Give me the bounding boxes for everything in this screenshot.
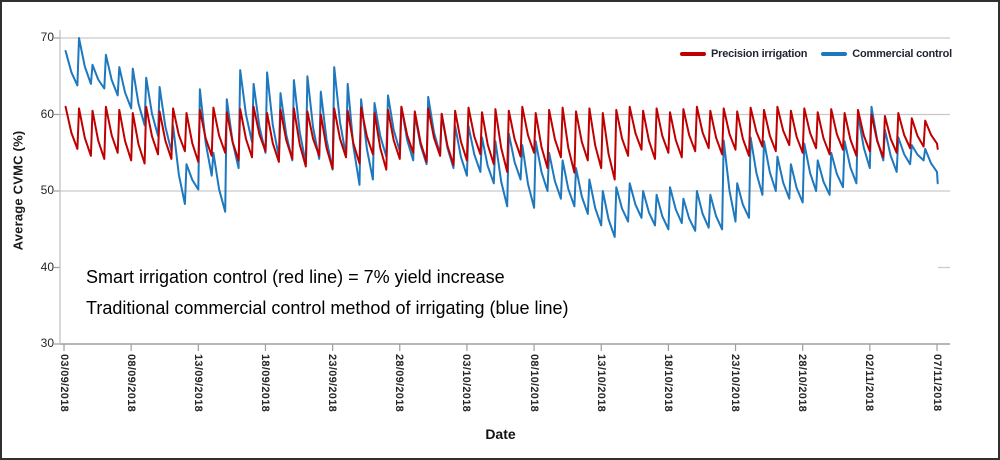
x-tick-label: 23/10/2018 xyxy=(729,354,742,413)
x-tick-label: 08/09/2018 xyxy=(124,354,137,413)
legend: Precision irrigation Commercial control xyxy=(680,48,952,60)
series-line-commercial xyxy=(64,37,939,238)
x-axis-title: Date xyxy=(485,426,516,442)
x-tick-label: 18/09/2018 xyxy=(258,354,271,413)
annotation-line-2: Traditional commercial control method of… xyxy=(86,298,569,318)
x-tick-label: 13/10/2018 xyxy=(594,354,607,413)
legend-label-commercial: Commercial control xyxy=(852,48,952,60)
x-tick-label: 28/09/2018 xyxy=(393,354,406,413)
series-line-precision xyxy=(64,105,939,181)
y-tick-label: 60 xyxy=(40,106,54,121)
x-tick-label: 02/11/2018 xyxy=(863,354,876,412)
y-tick-label: 50 xyxy=(40,183,54,197)
x-tick-label: 18/10/2018 xyxy=(661,354,674,413)
x-tick-label: 03/09/2018 xyxy=(57,354,70,413)
annotation-box: Smart irrigation control (red line) = 7%… xyxy=(62,252,930,336)
legend-item-commercial: Commercial control xyxy=(821,48,952,60)
legend-swatch-precision-icon xyxy=(680,52,706,56)
y-tick-label: 30 xyxy=(40,336,54,350)
x-tick-label: 28/10/2018 xyxy=(796,354,809,413)
annotation-line-1: Smart irrigation control (red line) = 7%… xyxy=(86,267,505,287)
x-tick-label: 03/10/2018 xyxy=(460,354,473,413)
x-tick-label: 23/09/2018 xyxy=(326,354,339,413)
legend-label-precision: Precision irrigation xyxy=(711,48,808,60)
y-tick-label: 40 xyxy=(40,259,54,274)
x-tick-label: 08/10/2018 xyxy=(527,354,540,413)
x-tick-label: 07/11/2018 xyxy=(930,354,943,412)
legend-swatch-commercial-icon xyxy=(821,52,848,56)
x-tick-label: 13/09/2018 xyxy=(191,354,204,413)
y-tick-label: 70 xyxy=(40,30,54,44)
legend-item-precision: Precision irrigation xyxy=(680,48,807,60)
